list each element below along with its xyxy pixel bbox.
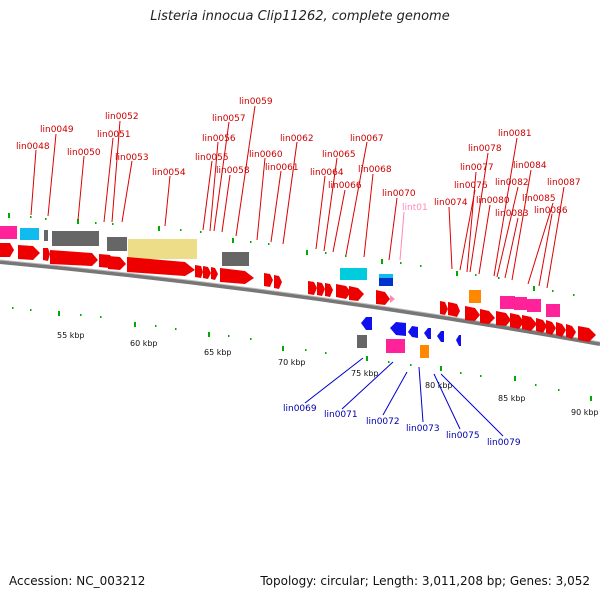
- gene-label: lin0066: [328, 181, 362, 191]
- gene-label: lin0060: [249, 150, 283, 160]
- scale-label: 75 kbp: [351, 369, 379, 378]
- gene-label: lin0049: [40, 125, 74, 135]
- gene-label: lin0056: [202, 134, 236, 144]
- gene-label: lin0057: [212, 114, 246, 124]
- gene-label: lin0067: [350, 134, 384, 144]
- gene-label: lin0064: [310, 168, 344, 178]
- gene-label: lin0068: [358, 165, 392, 175]
- gene-label: lin0071: [324, 410, 358, 420]
- gene-label: lin0062: [280, 134, 314, 144]
- gene-label: lin0069: [283, 404, 317, 414]
- gene-label: lin0080: [476, 196, 510, 206]
- reverse-genes: [361, 317, 461, 346]
- gene-label: lin0072: [366, 417, 400, 427]
- gene-label: lin0081: [498, 129, 532, 139]
- gene-label: lin0050: [67, 148, 101, 158]
- gene-label: lin0054: [152, 168, 186, 178]
- forward-genes: [0, 243, 596, 342]
- gene-label: lin0061: [265, 163, 299, 173]
- genome-summary: Topology: circular; Length: 3,011,208 bp…: [260, 574, 590, 588]
- bottom-gene-labels: lin0069 lin0071 lin0072 lin0073 lin0075 …: [283, 404, 521, 448]
- gene-label: lin0086: [534, 206, 568, 216]
- gene-label: lin0059: [239, 97, 273, 107]
- gene-label: lin0070: [382, 189, 416, 199]
- rna-gene-lint01: [390, 295, 395, 303]
- upper-tick-row: [8, 213, 575, 296]
- scale-label: 65 kbp: [204, 348, 232, 357]
- gene-label: lin0083: [495, 209, 529, 219]
- gene-label: lin0048: [16, 142, 50, 152]
- gene-label: lin0082: [495, 178, 529, 188]
- top-label-leaders: [30, 105, 565, 289]
- bottom-label-leaders: [304, 357, 504, 437]
- gene-label: lin0079: [487, 438, 521, 448]
- scale-label: 85 kbp: [498, 394, 526, 403]
- feature-track-lower: [357, 335, 429, 358]
- gene-label: lint01: [402, 203, 428, 213]
- lint01-leader: [399, 211, 405, 261]
- gene-label: lin0052: [105, 112, 139, 122]
- gene-label: lin0075: [446, 431, 480, 441]
- scale-label: 60 kbp: [130, 339, 158, 348]
- scale-label: 55 kbp: [57, 331, 85, 340]
- top-gene-labels: lin0048 lin0049 lin0050 lin0051 lin0052 …: [16, 97, 581, 219]
- genome-backbone: [0, 260, 600, 346]
- gene-label: lin0084: [513, 161, 547, 171]
- accession-text: Accession: NC_003212: [9, 574, 146, 588]
- gene-label: lin0076: [454, 181, 488, 191]
- gene-label: lin0077: [460, 163, 494, 173]
- lower-tick-row: [12, 307, 592, 401]
- scale-label: 70 kbp: [278, 358, 306, 367]
- scale-label: 80 kbp: [425, 381, 453, 390]
- gene-label: lin0085: [522, 194, 556, 204]
- scale-label: 90 kbp: [571, 408, 599, 417]
- feature-track-upper: [0, 226, 560, 317]
- page-title: Listeria innocua Clip11262, complete gen…: [150, 9, 450, 24]
- gene-label: lin0055: [195, 153, 229, 163]
- gene-label: lin0078: [468, 144, 502, 154]
- gene-label: lin0065: [322, 150, 356, 160]
- gene-label: lin0051: [97, 130, 131, 140]
- gene-label: lin0058: [216, 166, 250, 176]
- scale-labels: 55 kbp 60 kbp 65 kbp 70 kbp 75 kbp 80 kb…: [57, 331, 599, 417]
- gene-label: lin0073: [406, 424, 440, 434]
- gene-label: lin0074: [434, 198, 468, 208]
- gene-label: lin0087: [547, 178, 581, 188]
- gene-label: lin0053: [115, 153, 149, 163]
